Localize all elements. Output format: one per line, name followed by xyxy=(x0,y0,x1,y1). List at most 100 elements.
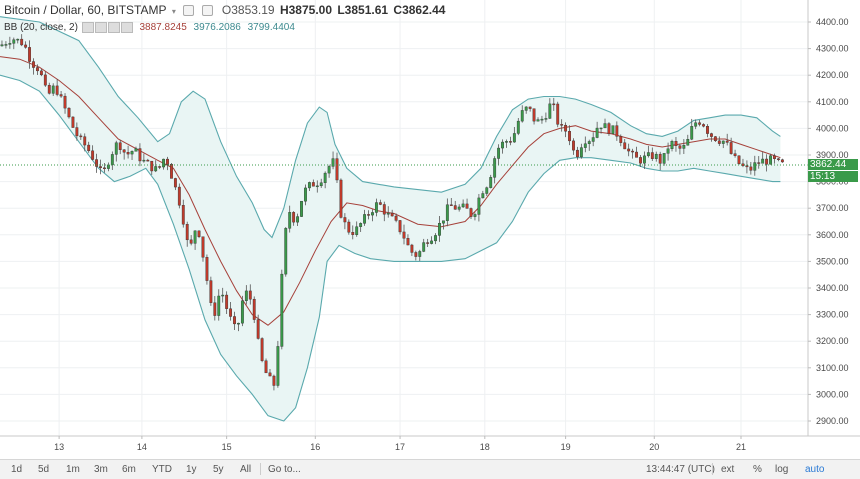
close-icon[interactable] xyxy=(107,22,120,33)
candle-body xyxy=(67,107,71,118)
price-tick-label: 3100.00 xyxy=(816,363,849,373)
candle-body xyxy=(382,204,386,215)
candle-body xyxy=(757,162,761,164)
candle-body xyxy=(185,224,189,241)
candle-body xyxy=(359,223,363,227)
candle-body xyxy=(394,215,398,221)
candle-body xyxy=(24,44,28,48)
candle-body xyxy=(229,308,232,317)
goto-button[interactable]: Go to... xyxy=(268,464,301,475)
indicator-label: BB (20, close, 2) xyxy=(4,22,78,34)
candle-body xyxy=(363,214,367,224)
bb-upper-value: 3887.8245 xyxy=(139,22,187,34)
candle-body xyxy=(516,120,520,134)
candlestick-series xyxy=(0,34,784,391)
candle-body xyxy=(154,166,158,172)
candle-body xyxy=(560,124,564,126)
timeframe-3m[interactable]: 3m xyxy=(94,464,108,475)
candle-body xyxy=(449,204,453,206)
candle-body xyxy=(635,151,638,158)
indicator-legend[interactable]: BB (20, close, 2) 3887.8245 3976.2086 37… xyxy=(4,22,295,33)
candle-body xyxy=(268,372,272,377)
chart-settings-icon[interactable] xyxy=(183,5,195,17)
timeframe-6m[interactable]: 6m xyxy=(122,464,136,475)
price-chart[interactable]: 4400.00 4300.00 4200.00 4100.00 4000.00 3900.… xyxy=(0,0,860,459)
timeframe-all[interactable]: All xyxy=(240,464,252,475)
candle-body xyxy=(406,238,410,246)
candle-body xyxy=(225,294,229,309)
candle-body xyxy=(315,185,319,188)
percent-toggle[interactable]: % xyxy=(753,464,762,475)
candle-body xyxy=(568,131,571,142)
candle-body xyxy=(426,242,430,244)
timeframe-1d[interactable]: 1d xyxy=(11,464,23,475)
last-price-tag: 3862.44 xyxy=(808,158,858,170)
price-tick-label: 3700.00 xyxy=(816,203,849,213)
low-value: L3851.61 xyxy=(337,3,389,17)
candle-body xyxy=(71,116,75,128)
bb-upper-line xyxy=(0,16,781,239)
candle-body xyxy=(489,177,493,188)
bb-lower-line xyxy=(0,74,781,422)
price-tick-label: 4300.00 xyxy=(816,44,849,54)
candle-body xyxy=(43,74,47,86)
dropdown-caret-icon[interactable]: ▾ xyxy=(171,7,176,16)
hide-icon[interactable] xyxy=(201,5,213,17)
time-tick-label: 19 xyxy=(561,442,571,452)
candle-body xyxy=(682,145,686,149)
candle-body xyxy=(520,110,524,122)
candle-body xyxy=(615,125,619,137)
ext-toggle[interactable]: ext xyxy=(721,464,735,475)
symbol-title[interactable]: Bitcoin / Dollar, 60, BITSTAMP xyxy=(4,3,167,17)
candle-body xyxy=(666,148,670,154)
candle-body xyxy=(717,140,721,144)
candle-body xyxy=(595,127,599,138)
toolbar-divider xyxy=(712,463,713,475)
more-icon[interactable] xyxy=(120,22,133,33)
eye-icon[interactable] xyxy=(81,22,94,33)
log-toggle[interactable]: log xyxy=(775,464,789,475)
candle-body xyxy=(122,149,126,153)
candle-body xyxy=(497,147,501,159)
time-tick-label: 18 xyxy=(480,442,490,452)
candle-body xyxy=(544,118,548,120)
candle-body xyxy=(99,166,102,169)
candle-body xyxy=(469,208,473,217)
candle-body xyxy=(438,222,441,236)
candle-body xyxy=(118,142,122,150)
candle-body xyxy=(272,375,276,386)
candle-body xyxy=(769,155,772,165)
candle-body xyxy=(260,338,264,361)
candle-body xyxy=(556,103,560,125)
candle-body xyxy=(599,127,603,130)
candle-body xyxy=(461,203,465,208)
candle-body xyxy=(335,158,339,181)
candle-body xyxy=(367,214,370,216)
candle-body xyxy=(319,182,323,187)
candle-body xyxy=(8,43,12,45)
candle-body xyxy=(579,147,583,158)
time-tick-label: 20 xyxy=(649,442,659,452)
candle-body xyxy=(300,200,303,217)
candle-body xyxy=(390,212,394,217)
timeframe-5d[interactable]: 5d xyxy=(38,464,50,475)
price-tick-label: 3600.00 xyxy=(816,230,849,240)
price-tick-label: 3300.00 xyxy=(816,310,849,320)
candle-body xyxy=(780,159,784,163)
candle-body xyxy=(371,212,374,216)
candle-body xyxy=(237,322,240,325)
candle-body xyxy=(331,158,335,167)
settings-icon[interactable] xyxy=(94,22,107,33)
timeframe-5y[interactable]: 5y xyxy=(213,464,224,475)
candle-body xyxy=(678,145,682,149)
price-tick-label: 4100.00 xyxy=(816,97,849,107)
price-axis[interactable]: 4400.00 4300.00 4200.00 4100.00 4000.00 3900.… xyxy=(807,0,849,436)
candle-body xyxy=(343,217,347,223)
timeframe-1y[interactable]: 1y xyxy=(186,464,197,475)
candle-body xyxy=(650,152,654,159)
auto-toggle[interactable]: auto xyxy=(805,464,825,475)
time-axis[interactable]: 13 14 15 16 17 18 19 20 21 xyxy=(0,435,860,452)
timeframe-ytd[interactable]: YTD xyxy=(152,464,172,475)
candle-body xyxy=(292,212,296,223)
timeframe-1m[interactable]: 1m xyxy=(66,464,80,475)
